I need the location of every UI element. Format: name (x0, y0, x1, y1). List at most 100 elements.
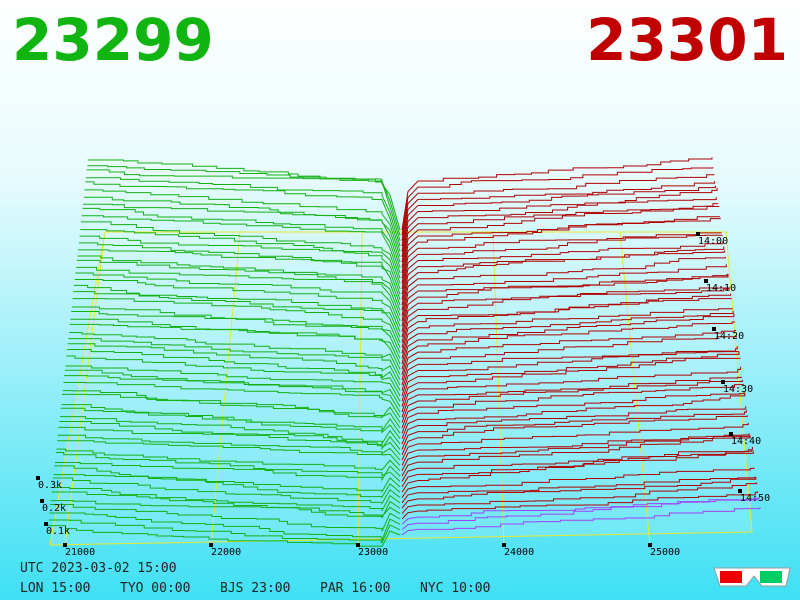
bid-curve (71, 306, 401, 354)
depth-label: 0.3k (38, 480, 62, 491)
ask-curve (401, 298, 732, 354)
tick-marker (696, 232, 700, 236)
bid-curve (52, 486, 401, 511)
ask-curve (401, 181, 716, 247)
time-label: 14:00 (698, 236, 728, 247)
ask-curve (401, 232, 722, 289)
bid-curve (51, 491, 401, 519)
red-lens (720, 571, 742, 583)
bid-curve (83, 203, 401, 268)
city-time: TYO 00:00 (120, 581, 190, 596)
bid-curve (69, 323, 401, 370)
city-time: NYC 10:00 (420, 581, 490, 596)
bid-curve (79, 235, 401, 295)
bid-curve (52, 477, 401, 506)
bid-curve (86, 169, 401, 241)
ask-curve (401, 335, 737, 386)
ask-curve (401, 240, 724, 300)
bid-curve (62, 390, 401, 423)
tick-marker (63, 543, 67, 547)
bid-curve (78, 242, 401, 300)
city-time: BJS 23:00 (220, 581, 290, 596)
tick-marker (209, 543, 213, 547)
bid-curve (67, 343, 401, 386)
ask-curve (401, 157, 713, 231)
tick-marker (648, 543, 652, 547)
ask-curve (401, 321, 736, 375)
bid-curve (83, 196, 401, 263)
tick-marker (44, 522, 48, 526)
bid-curve (50, 504, 401, 532)
time-label: 14:10 (706, 283, 736, 294)
ask-curve (401, 491, 758, 520)
ask-curve (401, 467, 755, 498)
price-label: 23000 (358, 547, 388, 558)
ask-curve (401, 497, 760, 531)
bid-curve (66, 355, 401, 397)
tick-marker (712, 327, 716, 331)
bid-curve (64, 375, 401, 413)
city-time: LON 15:00 (20, 581, 90, 596)
bid-curve (65, 365, 401, 402)
time-label: 14:40 (731, 436, 761, 447)
bid-curve (66, 349, 401, 391)
ask-curve (401, 167, 714, 236)
tick-marker (704, 279, 708, 283)
ask-curve (401, 203, 719, 268)
bid-curve (84, 189, 401, 257)
ask-curve (401, 392, 746, 439)
ask-curve (401, 287, 730, 338)
ask-curve (401, 197, 717, 257)
tick-marker (738, 489, 742, 493)
ask-curve (401, 313, 735, 370)
3d-glasses-icon[interactable] (713, 567, 791, 587)
tick-marker (502, 543, 506, 547)
tick-marker (36, 476, 40, 480)
ask-curve (401, 218, 721, 284)
depth-curves (48, 157, 761, 547)
price-label: 24000 (504, 547, 534, 558)
bid-curve (81, 215, 401, 279)
green-lens (760, 571, 782, 583)
ask-curve (401, 234, 723, 295)
bid-curve (82, 207, 401, 273)
ask-curve (401, 437, 752, 477)
ask-curve (401, 256, 726, 316)
price-label: 25000 (650, 547, 680, 558)
bid-curve (77, 255, 401, 311)
utc-time: UTC 2023-03-02 15:00 (20, 561, 177, 576)
ask-curve (401, 308, 733, 359)
bid-curve (74, 278, 401, 332)
ask-curve (401, 446, 753, 488)
bid-curve (87, 165, 401, 236)
tick-marker (40, 499, 44, 503)
bid-curve (57, 434, 401, 461)
ask-curve (401, 422, 749, 461)
bid-curve (59, 416, 401, 446)
ask-curve (401, 287, 731, 343)
price-label: 21000 (65, 547, 95, 558)
tick-marker (721, 380, 725, 384)
bid-curve (80, 229, 401, 290)
bid-curve (55, 451, 401, 482)
bid-curve (75, 272, 401, 327)
ask-curve (401, 250, 726, 311)
ask-curve (401, 507, 761, 536)
bid-curve (57, 440, 401, 466)
ask-curve (401, 391, 745, 434)
tick-marker (356, 543, 360, 547)
bid-curve (55, 462, 401, 482)
ask-curve (401, 433, 750, 466)
ask-curve (401, 384, 744, 429)
bid-curve (76, 266, 401, 322)
bid-curve (78, 249, 401, 306)
ask-curve (401, 274, 729, 332)
ask-curve (401, 185, 716, 252)
bid-curve (49, 512, 401, 541)
floor-grid-line (64, 231, 106, 546)
bid-curve (54, 465, 401, 494)
bid-curve (56, 448, 401, 472)
time-label: 14:20 (714, 331, 744, 342)
ask-curve (401, 450, 754, 493)
bid-curve (69, 332, 401, 375)
